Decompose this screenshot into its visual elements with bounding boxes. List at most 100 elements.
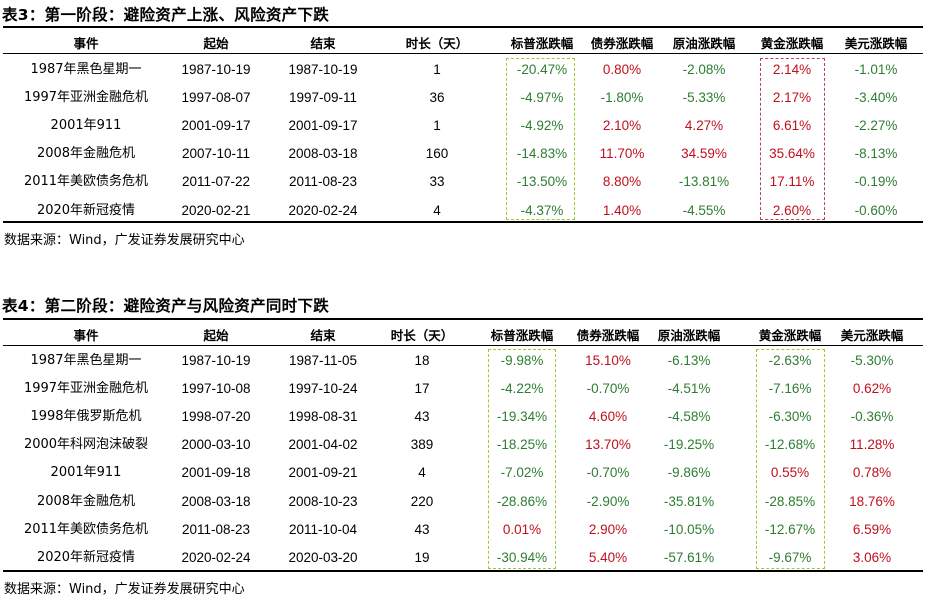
table3-cell-duration: 1 [433, 118, 441, 134]
table3-header-bond: 债券涨跌幅 [590, 36, 654, 51]
table3-cell-oil: 4.27% [684, 118, 724, 134]
table3-cell-event: 2008年金融危机 [36, 146, 136, 162]
table4-cell-oil: -57.61% [663, 549, 715, 565]
table4-cell-gold: -6.30% [768, 409, 812, 425]
table4-cell-event: 2000年科网泡沫破裂 [23, 437, 149, 453]
table4-cell-end: 1997-10-24 [288, 381, 358, 397]
table3-source: 数据来源：Wind，广发证券发展研究中心 [4, 233, 245, 248]
table3-cell-start: 2007-10-11 [181, 146, 251, 162]
table4-cell-oil: -4.58% [667, 409, 711, 425]
table4-cell-start: 2008-03-18 [181, 493, 251, 509]
table3-cell-gold: 2.60% [772, 202, 812, 218]
table3-cell-duration: 33 [429, 174, 445, 190]
table4-cell-end: 2011-10-04 [288, 521, 358, 537]
table4-cell-end: 2008-10-23 [288, 493, 358, 509]
table4-cell-end: 2001-09-21 [288, 465, 358, 481]
table3-cell-sp: -14.83% [516, 146, 568, 162]
table3-bottom-rule [3, 221, 923, 223]
table4-cell-duration: 43 [414, 409, 430, 425]
table4-cell-sp: 0.01% [502, 521, 542, 537]
table4-header-event: 事件 [73, 328, 99, 343]
table3-cell-start: 1987-10-19 [181, 62, 251, 77]
table4-cell-gold: -9.67% [768, 549, 812, 565]
table3-cell-event: 1997年亚洲金融危机 [23, 90, 149, 106]
table4-cell-duration: 18 [414, 353, 430, 368]
table4-cell-bond: 4.60% [588, 409, 628, 425]
table3-header-usd: 美元涨跌幅 [844, 36, 908, 51]
table3-cell-sp: -13.50% [516, 174, 568, 190]
table4-cell-sp: -4.22% [500, 381, 544, 397]
table3-cell-oil: -4.55% [682, 202, 726, 218]
table3-cell-event: 1987年黑色星期一 [30, 62, 142, 77]
table4-cell-event: 1998年俄罗斯危机 [30, 409, 142, 425]
table4-cell-event: 1987年黑色星期一 [30, 353, 142, 368]
table4-source: 数据来源：Wind，广发证券发展研究中心 [4, 582, 245, 597]
table4-cell-duration: 17 [414, 381, 430, 397]
table4-gold-highlight-box [756, 349, 825, 569]
table4-cell-oil: -4.51% [667, 381, 711, 397]
table3-cell-duration: 160 [425, 146, 449, 162]
table3-cell-oil: -5.33% [682, 90, 726, 106]
table4-cell-usd: 11.28% [849, 437, 895, 453]
table4-header-bond: 债券涨跌幅 [576, 328, 640, 343]
table3-header-oil: 原油涨跌幅 [672, 36, 736, 51]
table3-cell-end: 2020-02-24 [288, 202, 358, 218]
table4-cell-event: 2001年911 [50, 465, 122, 481]
table3-cell-event: 2001年911 [50, 118, 122, 134]
table4-cell-event: 2008年金融危机 [36, 493, 136, 509]
table3-cell-sp: -4.97% [520, 90, 564, 106]
table3-cell-bond: -1.80% [600, 90, 644, 106]
table3-header-event: 事件 [73, 36, 99, 51]
table4-cell-oil: -35.81% [663, 493, 715, 509]
table4-top-rule [3, 318, 923, 320]
table3-cell-event: 2020年新冠疫情 [36, 202, 136, 218]
table3-cell-event: 2011年美欧债务危机 [23, 174, 149, 190]
table3-cell-usd: -8.13% [854, 146, 898, 162]
table3-cell-end: 2001-09-17 [288, 118, 358, 134]
table4-cell-bond: 2.90% [588, 521, 628, 537]
table4-sp-highlight-box [488, 349, 556, 569]
table4-header-duration: 时长（天） [390, 328, 454, 343]
table4-cell-start: 2011-08-23 [181, 521, 251, 537]
table3-cell-sp: -20.47% [516, 62, 568, 77]
table3-cell-gold: 35.64% [769, 146, 815, 162]
table3-sp-highlight-box [506, 58, 575, 220]
table3-cell-duration: 36 [429, 90, 445, 106]
table4-header-sp: 标普涨跌幅 [490, 328, 554, 343]
table4-cell-start: 1998-07-20 [181, 409, 251, 425]
table4-cell-duration: 389 [410, 437, 434, 453]
table3-cell-end: 1997-09-11 [288, 90, 358, 106]
table4-cell-end: 1998-08-31 [288, 409, 358, 425]
table3-header-sp: 标普涨跌幅 [510, 36, 574, 51]
table4-cell-start: 1997-10-08 [181, 381, 251, 397]
table3-caption: 表3：第一阶段：避险资产上涨、风险资产下跌 [2, 6, 330, 24]
table4-cell-bond: 15.10% [585, 353, 631, 368]
table4-cell-start: 2020-02-24 [181, 549, 251, 565]
table4-cell-end: 2020-03-20 [288, 549, 358, 565]
table4-cell-bond: 5.40% [588, 549, 628, 565]
table3-cell-usd: -0.60% [854, 202, 898, 218]
table3-cell-duration: 1 [433, 62, 441, 77]
table4-header-end: 结束 [310, 328, 336, 343]
table4-cell-oil: -19.25% [663, 437, 715, 453]
table4-cell-oil: -9.86% [667, 465, 711, 481]
table3-cell-bond: 1.40% [602, 202, 642, 218]
table3-cell-end: 2011-08-23 [288, 174, 358, 190]
table3-cell-oil: -2.08% [682, 62, 726, 77]
table3-cell-usd: -3.40% [854, 90, 898, 106]
table4-cell-event: 1997年亚洲金融危机 [23, 381, 149, 397]
table3-cell-sp: -4.92% [520, 118, 564, 134]
table3-cell-end: 2008-03-18 [288, 146, 358, 162]
table3-header-rule [3, 53, 923, 54]
table4-cell-sp: -28.86% [496, 493, 548, 509]
table4-cell-gold: -2.63% [768, 353, 812, 368]
table4-cell-usd: 6.59% [852, 521, 892, 537]
table4-cell-usd: 0.62% [852, 381, 892, 397]
table4-cell-start: 2000-03-10 [181, 437, 251, 453]
table4-cell-duration: 19 [414, 549, 430, 565]
table4-cell-sp: -18.25% [496, 437, 548, 453]
table4-cell-sp: -7.02% [500, 465, 544, 481]
table3-cell-sp: -4.37% [520, 202, 564, 218]
table3-top-rule [3, 26, 923, 28]
table3-cell-usd: -1.01% [854, 62, 898, 77]
